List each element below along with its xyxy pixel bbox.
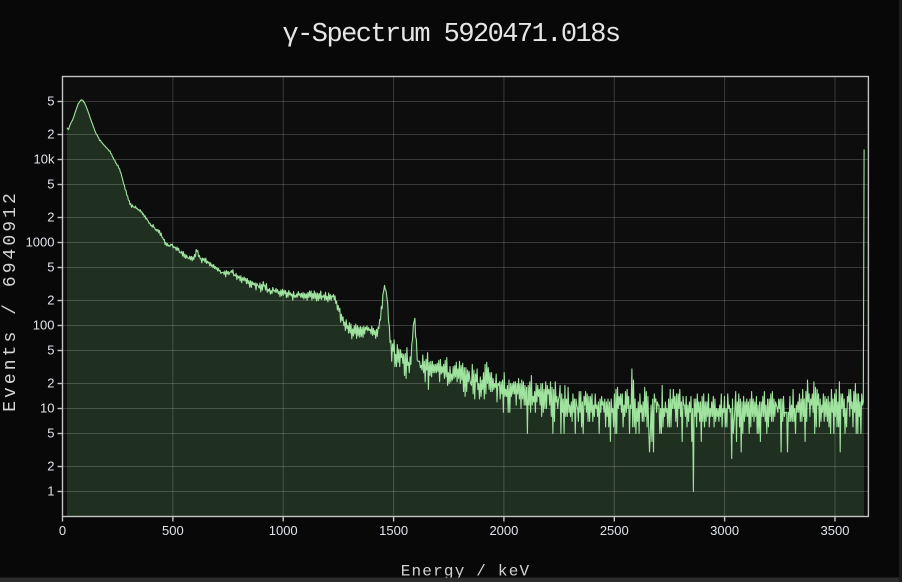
svg-text:5: 5 — [47, 94, 54, 109]
svg-text:Events / 6940912: Events / 6940912 — [1, 190, 21, 412]
svg-text:5: 5 — [47, 260, 54, 275]
svg-text:10: 10 — [40, 401, 54, 416]
svg-text:0: 0 — [59, 523, 66, 538]
svg-text:500: 500 — [162, 523, 184, 538]
svg-text:2000: 2000 — [489, 523, 518, 538]
svg-text:2: 2 — [47, 127, 54, 142]
svg-text:2: 2 — [47, 210, 54, 225]
svg-text:10k: 10k — [34, 152, 55, 167]
svg-text:1: 1 — [47, 484, 54, 499]
svg-text:γ-Spectrum 5920471.018s: γ-Spectrum 5920471.018s — [282, 20, 619, 50]
svg-text:3000: 3000 — [710, 523, 739, 538]
svg-text:1000: 1000 — [269, 523, 298, 538]
svg-text:3500: 3500 — [821, 523, 850, 538]
svg-text:5: 5 — [47, 343, 54, 358]
svg-text:2500: 2500 — [600, 523, 629, 538]
svg-text:2: 2 — [47, 376, 54, 391]
svg-text:5: 5 — [47, 177, 54, 192]
svg-text:1500: 1500 — [379, 523, 408, 538]
svg-text:2: 2 — [47, 459, 54, 474]
svg-text:100: 100 — [33, 318, 55, 333]
svg-text:5: 5 — [47, 426, 54, 441]
svg-text:2: 2 — [47, 293, 54, 308]
svg-text:Energy / keV: Energy / keV — [401, 563, 531, 581]
svg-text:1000: 1000 — [26, 235, 55, 250]
